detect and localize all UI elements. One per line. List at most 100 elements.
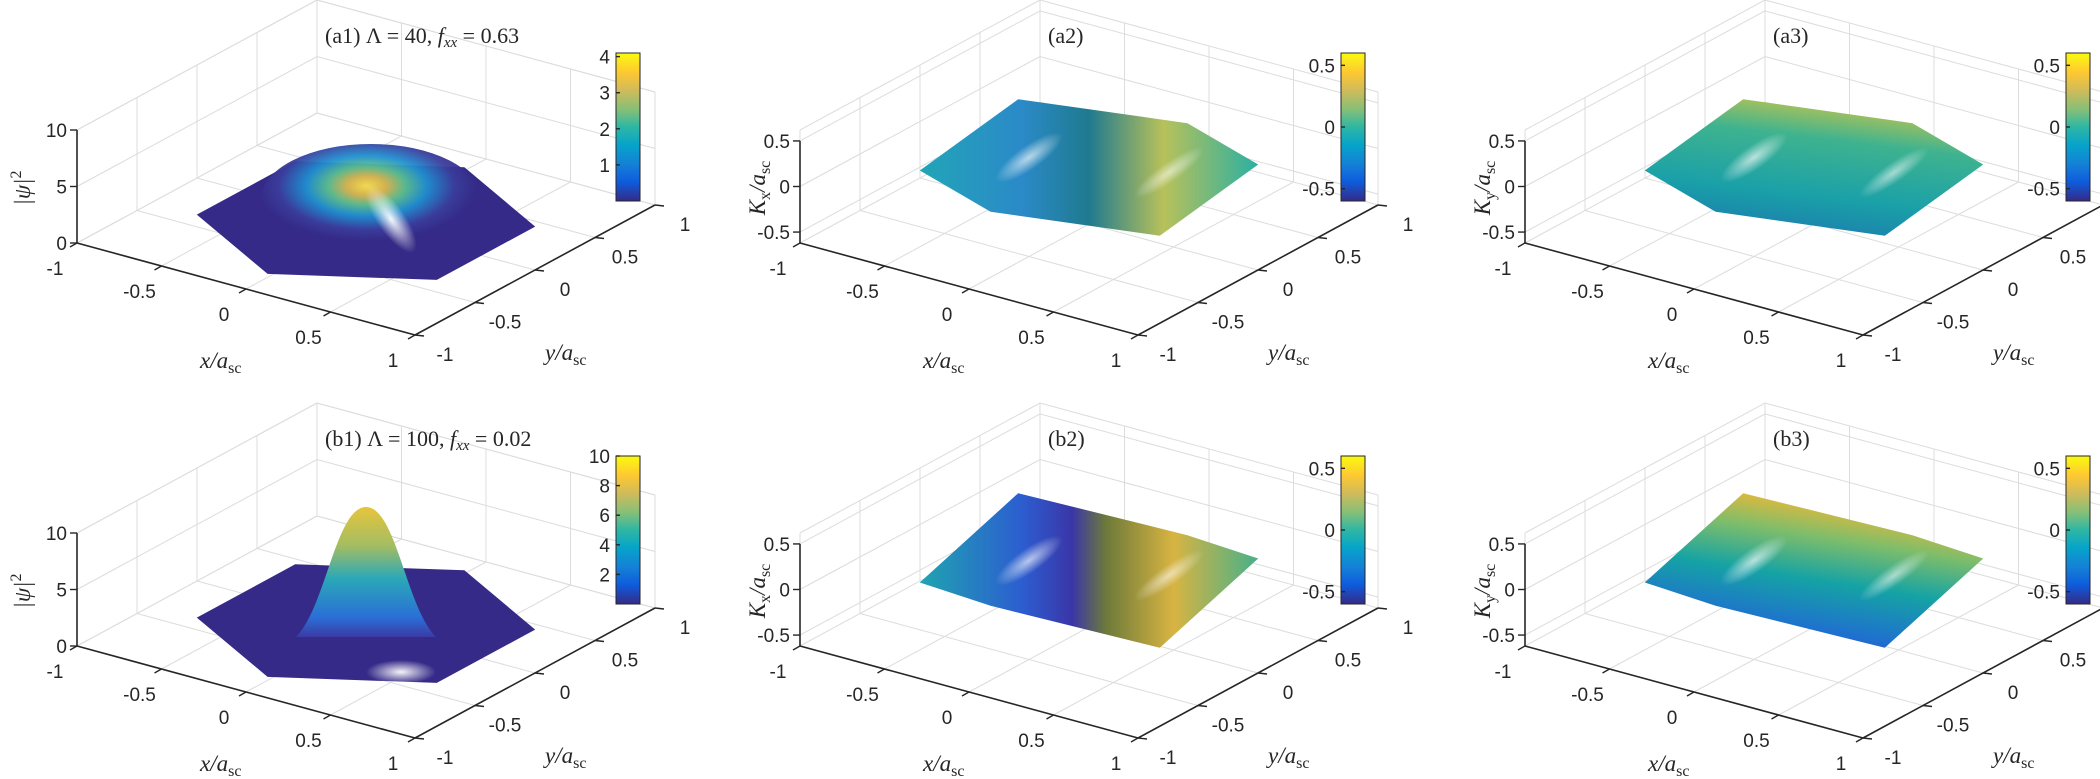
colorbar: -0.5 0 0.5 — [1302, 455, 1366, 605]
panel-title: (a2) — [1048, 23, 1083, 48]
colorbar-tick-label: 0.5 — [1309, 459, 1335, 480]
x-axis-label: x/asc — [922, 348, 964, 377]
y-tick-label: 0.5 — [612, 651, 638, 672]
y-tick-label: -0.5 — [489, 313, 522, 334]
x-tick-label: 0.5 — [1018, 731, 1044, 752]
colorbar-tick-label: -0.5 — [2027, 180, 2060, 201]
panel-title: (b2) — [1048, 426, 1085, 451]
panel-b2: -1 -0.5 0 0.5 1 -1 -0.5 0 0.5 1 -0.5 0 0.5 x/asc y/asc… — [745, 402, 1414, 779]
y-tick-label: -1 — [1160, 345, 1177, 366]
x-tick-label: 0 — [942, 708, 953, 729]
z-tick-label: 0.5 — [1489, 132, 1515, 153]
panel-a3: -1-0.500.51-1-0.500.51-0.500.5x/ascy/asc… — [1470, 0, 2100, 377]
x-tick-label: 1 — [1836, 351, 1847, 372]
colorbar-tick-label: 6 — [599, 506, 610, 527]
colorbar-tick-label: -0.5 — [1302, 180, 1335, 201]
y-axis-label: y/asc — [1991, 340, 2034, 369]
colorbar-tick-label: 0 — [1324, 118, 1335, 139]
axes: -1-0.500.51-1-0.500.51-0.500.5 — [1482, 535, 2100, 775]
x-tick-label: 1 — [1836, 754, 1847, 775]
z-tick-label: 0 — [779, 178, 790, 199]
y-tick-label: 0 — [2008, 280, 2019, 301]
z-axis-label: Kx/asc — [745, 161, 774, 217]
x-tick-label: 0.5 — [1018, 328, 1044, 349]
panel-a2: -1 -0.5 0 0.5 1 -1 -0.5 0 0.5 1 -0.5 0 0.5 x/asc y/asc… — [745, 0, 1413, 377]
y-tick-label: 0.5 — [612, 248, 638, 269]
y-tick-label: 0.5 — [1335, 248, 1361, 269]
axes: -1-0.500.51-1-0.500.51-0.500.5 — [757, 132, 1413, 372]
colorbar-tick-label: 0 — [2049, 521, 2060, 542]
x-tick-label: -0.5 — [123, 282, 156, 303]
z-tick-label: 0.5 — [764, 535, 790, 556]
x-tick-label: 0.5 — [1743, 328, 1769, 349]
z-axis-label: Kx/asc — [745, 564, 774, 620]
colorbar-tick-label: 0 — [1324, 521, 1335, 542]
z-tick-label: -0.5 — [1482, 223, 1515, 244]
z-axis-label: |ψ|2 — [8, 171, 35, 206]
colorbar: -0.5 0 0.5 — [2027, 52, 2091, 202]
x-tick-label: 1 — [1111, 351, 1122, 372]
y-axis-label: y/asc — [1991, 743, 2034, 772]
colorbar-tick-label: 0.5 — [2034, 459, 2060, 480]
x-tick-label: -1 — [770, 259, 787, 280]
panel-title: (a3) — [1773, 23, 1808, 48]
y-axis-label: y/asc — [1266, 340, 1309, 369]
colorbar-tick-label: 2 — [599, 120, 610, 141]
x-tick-label: -1 — [47, 662, 64, 683]
z-tick-label: -0.5 — [757, 626, 790, 647]
x-tick-label: 0 — [219, 708, 230, 729]
x-axis-label: x/asc — [199, 751, 241, 779]
y-tick-label: -0.5 — [1937, 313, 1970, 334]
z-axis-label: Ky/asc — [1470, 564, 1499, 620]
x-axis-label: x/asc — [199, 348, 241, 377]
x-tick-label: -1 — [1495, 662, 1512, 683]
y-tick-label: 0.5 — [2060, 651, 2086, 672]
z-tick-label: 5 — [56, 581, 67, 602]
y-tick-label: -1 — [437, 748, 454, 769]
x-tick-label: 1 — [388, 754, 399, 775]
y-tick-label: 0 — [1283, 280, 1294, 301]
surface-a2 — [919, 99, 1259, 236]
y-axis-label: y/asc — [543, 340, 586, 369]
colorbar-tick-label: 1 — [599, 156, 610, 177]
colorbar: -0.5 0 0.5 — [2027, 455, 2091, 605]
x-tick-label: -0.5 — [123, 685, 156, 706]
x-tick-label: 0 — [219, 305, 230, 326]
x-tick-label: -1 — [47, 259, 64, 280]
y-tick-label: 1 — [680, 618, 691, 639]
x-tick-label: -0.5 — [1571, 282, 1604, 303]
x-tick-label: -0.5 — [846, 282, 879, 303]
x-tick-label: -0.5 — [1571, 685, 1604, 706]
z-tick-label: 0.5 — [1489, 535, 1515, 556]
y-tick-label: -0.5 — [1212, 313, 1245, 334]
surface-b1 — [196, 507, 536, 684]
y-tick-label: 0.5 — [1335, 651, 1361, 672]
x-tick-label: 0 — [1667, 305, 1678, 326]
colorbar-tick-label: 3 — [599, 84, 610, 105]
colorbar-tick-label: 0 — [2049, 118, 2060, 139]
x-axis-label: x/asc — [1647, 751, 1689, 779]
colorbar-tick-label: 4 — [599, 48, 610, 69]
colorbar-tick-label: -0.5 — [1302, 583, 1335, 604]
y-tick-label: 0 — [1283, 683, 1294, 704]
colorbar-tick-label: 8 — [599, 477, 610, 498]
colorbar-tick-label: -0.5 — [2027, 583, 2060, 604]
y-tick-label: -0.5 — [1937, 716, 1970, 737]
y-tick-label: -1 — [437, 345, 454, 366]
x-tick-label: 0 — [1667, 708, 1678, 729]
x-tick-label: 0.5 — [1743, 731, 1769, 752]
y-tick-label: 1 — [1403, 618, 1414, 639]
colorbar-tick-label: 0.5 — [1309, 56, 1335, 77]
y-axis-label: y/asc — [1266, 743, 1309, 772]
panel-title: (a1) Λ = 40, fxx = 0.63 — [325, 23, 519, 51]
axes: -1-0.500.51-1-0.500.51-0.500.5 — [1482, 132, 2100, 372]
z-tick-label: 0 — [779, 581, 790, 602]
panel-a1: -1-0.500.51 -1-0.500.510510x/ascy/asc|ψ|2… — [8, 0, 690, 377]
x-tick-label: -1 — [1495, 259, 1512, 280]
colorbar: 2 4 6 8 10 — [589, 447, 641, 605]
y-tick-label: -0.5 — [1212, 716, 1245, 737]
panel-title: (b1) Λ = 100, fxx = 0.02 — [325, 426, 531, 454]
x-tick-label: 0 — [942, 305, 953, 326]
x-tick-label: -1 — [770, 662, 787, 683]
z-tick-label: 10 — [46, 524, 67, 545]
